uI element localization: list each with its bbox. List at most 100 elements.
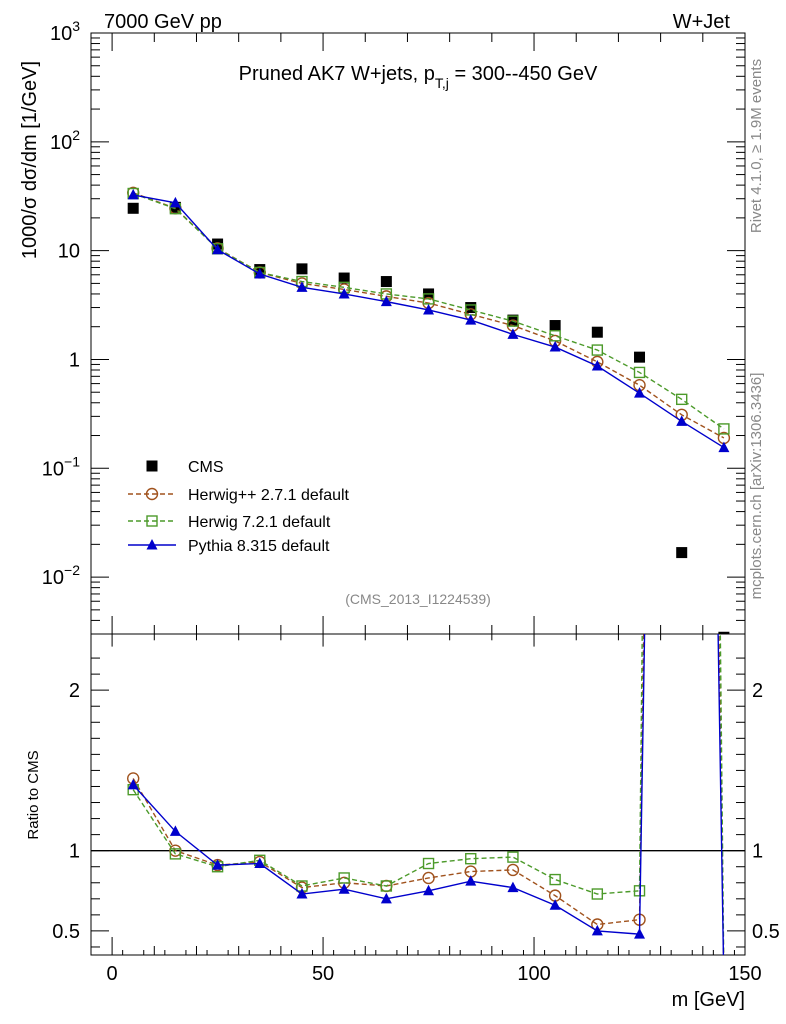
series-line bbox=[132, 192, 725, 439]
data-point bbox=[591, 360, 603, 371]
legend-label: Herwig++ 2.7.1 default bbox=[188, 487, 350, 504]
x-tick-label: 50 bbox=[312, 963, 334, 985]
ratio-point bbox=[465, 875, 477, 886]
main-y-axis-label: 1000/σ dσ/dm [1/GeV] bbox=[19, 61, 41, 259]
data-point bbox=[676, 547, 688, 559]
main-title: Pruned AK7 W+jets, pT,j = 300--450 GeV bbox=[239, 63, 598, 91]
series-1 bbox=[126, 186, 731, 445]
ratio-point bbox=[380, 892, 392, 904]
data-point bbox=[127, 202, 139, 214]
data-point bbox=[507, 328, 519, 339]
data-point bbox=[338, 287, 350, 299]
legend-label: Pythia 8.315 default bbox=[188, 538, 330, 555]
ratio-y-tick-label: 2 bbox=[69, 680, 80, 702]
header-right: W+Jet bbox=[673, 11, 731, 33]
ratio-point bbox=[380, 880, 393, 892]
legend-marker bbox=[145, 487, 159, 501]
data-point bbox=[338, 272, 350, 284]
ratio-point bbox=[254, 857, 266, 869]
y-tick-label: 10 bbox=[58, 241, 80, 263]
analysis-id: (CMS_2013_I1224539) bbox=[345, 591, 491, 607]
x-tick-label: 0 bbox=[107, 963, 118, 985]
ratio-y-tick-label-right: 0.5 bbox=[752, 921, 780, 943]
data-point bbox=[380, 295, 392, 307]
ratio-point bbox=[507, 881, 519, 893]
x-axis-label: m [GeV] bbox=[672, 989, 745, 1011]
data-point bbox=[380, 276, 392, 288]
ratio-point bbox=[591, 888, 604, 900]
y-tick-label: 10−1 bbox=[42, 453, 80, 480]
data-point bbox=[676, 393, 688, 406]
ratio-point bbox=[169, 825, 181, 836]
ratio-y-tick-label: 1 bbox=[69, 841, 80, 863]
data-point bbox=[676, 415, 688, 426]
ratio-point bbox=[169, 848, 182, 860]
legend-entry: Pythia 8.315 default bbox=[128, 538, 330, 555]
y-tick-label: 10−2 bbox=[42, 562, 80, 589]
data-point bbox=[127, 188, 139, 200]
header-left: 7000 GeV pp bbox=[104, 11, 222, 33]
data-point bbox=[549, 341, 561, 352]
x-tick-label: 100 bbox=[517, 963, 550, 985]
ratio-point bbox=[296, 888, 308, 899]
legend: CMS Herwig++ 2.7.1 default Herwig 7.2.1 de… bbox=[128, 459, 350, 555]
data-point bbox=[169, 196, 181, 208]
ratio-point bbox=[506, 863, 520, 877]
legend-entry: CMS bbox=[146, 459, 224, 476]
ratio-frame bbox=[90, 633, 746, 956]
data-point bbox=[549, 330, 561, 342]
ratio-line bbox=[132, 634, 725, 955]
ratio-series-group bbox=[126, 634, 725, 955]
ratio-point bbox=[212, 859, 224, 870]
series-line bbox=[133, 194, 725, 449]
data-point bbox=[591, 326, 603, 338]
ratio-y-tick-label: 0.5 bbox=[52, 921, 80, 943]
legend-marker bbox=[146, 515, 158, 527]
data-point bbox=[212, 243, 224, 255]
ratio-y-tick-label-right: 2 bbox=[752, 680, 763, 702]
data-point bbox=[465, 302, 477, 314]
data-point bbox=[718, 423, 730, 435]
ratio-point bbox=[422, 871, 435, 885]
ratio-y-axis-label: Ratio to CMS bbox=[25, 750, 42, 839]
y-tick-label: 103 bbox=[50, 18, 80, 45]
ratio-point bbox=[423, 884, 435, 896]
legend-marker bbox=[146, 539, 158, 550]
data-point bbox=[718, 441, 730, 453]
data-point bbox=[169, 201, 181, 213]
legend-label: Herwig 7.2.1 default bbox=[188, 514, 331, 531]
ratio-point bbox=[591, 924, 603, 936]
main-series-group bbox=[126, 186, 731, 634]
legend-entry: Herwig++ 2.7.1 default bbox=[128, 487, 350, 504]
data-point bbox=[634, 387, 646, 398]
ratio-point bbox=[422, 857, 435, 870]
data-point bbox=[634, 351, 646, 363]
series-line bbox=[132, 192, 725, 430]
legend-marker bbox=[146, 460, 158, 472]
ratio-y-tick-label-right: 1 bbox=[752, 841, 763, 863]
data-point bbox=[422, 293, 435, 305]
data-point bbox=[507, 315, 519, 327]
ratio-line bbox=[132, 634, 725, 955]
data-point bbox=[254, 268, 266, 279]
series-0 bbox=[127, 201, 730, 634]
data-point bbox=[465, 314, 477, 325]
ratio-series-2 bbox=[127, 634, 725, 955]
ratio-point bbox=[507, 851, 519, 863]
ratio-point bbox=[634, 928, 646, 939]
y-tick-label: 102 bbox=[50, 127, 80, 154]
series-3 bbox=[127, 188, 730, 453]
data-point bbox=[549, 320, 561, 332]
ratio-point bbox=[338, 872, 350, 884]
ratio-plot: 0 50 100 150 0.5 0.5 1 1 2 2 bbox=[52, 633, 780, 985]
legend-label: CMS bbox=[188, 459, 224, 476]
mcplots-label: mcplots.cern.ch [arXiv:1306.3436] bbox=[748, 373, 765, 600]
legend-entry: Herwig 7.2.1 default bbox=[128, 514, 331, 531]
ratio-point bbox=[465, 853, 477, 865]
data-point bbox=[591, 344, 604, 356]
ratio-point bbox=[549, 899, 561, 910]
data-point bbox=[423, 303, 435, 315]
ratio-series-1 bbox=[127, 634, 725, 955]
